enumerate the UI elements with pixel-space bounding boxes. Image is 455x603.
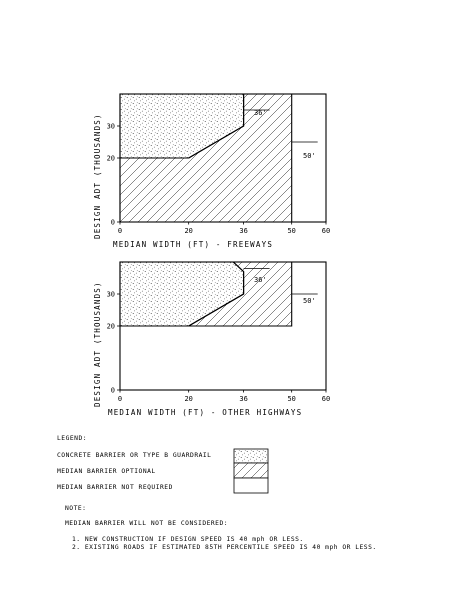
legend-swatch-hatch <box>233 462 269 479</box>
y-axis-title-other-highways: DESIGN ADT (THOUSANDS) <box>93 281 102 407</box>
chart-freeways-y-ticks: 0 20 30 <box>107 123 120 227</box>
note-item-2: 2. EXISTING ROADS IF ESTIMATED 85TH PERC… <box>72 544 377 551</box>
y-tick-label-0-other-highways: 0 <box>111 387 115 395</box>
region-boundary-hatch-freeways <box>119 93 293 223</box>
legend-swatch-dots <box>233 448 269 464</box>
annotation-50-freeways: 50' <box>303 152 316 160</box>
x-axis-title-freeways: MEDIAN WIDTH (FT) - FREEWAYS <box>113 240 273 249</box>
y-tick-label-20-freeways: 20 <box>107 155 115 163</box>
y-tick-label-30-freeways: 30 <box>107 123 115 131</box>
y-axis-title-freeways: DESIGN ADT (THOUSANDS) <box>93 113 102 239</box>
legend-label-barrier-not-required: MEDIAN BARRIER NOT REQUIRED <box>57 484 173 491</box>
x-tick-label-50-other-highways: 50 <box>287 395 295 403</box>
x-tick-label-60-freeways: 60 <box>322 227 330 235</box>
region-none-freeways <box>291 94 326 222</box>
region-dots-other-highways <box>120 262 244 326</box>
note-intro: MEDIAN BARRIER WILL NOT BE CONSIDERED: <box>65 520 228 527</box>
chart-freeways: 0 20 36 50 60 0 20 30 36' 50' MEDIAN WIDTH (FT… <box>93 93 330 249</box>
region-hatch-freeways <box>120 94 292 222</box>
y-tick-label-20-other-highways: 20 <box>107 323 115 331</box>
note-item-1: 1. NEW CONSTRUCTION IF DESIGN SPEED IS 4… <box>72 536 304 543</box>
region-dots-freeways <box>120 94 244 158</box>
legend-swatch-blank <box>233 477 269 494</box>
note-block: NOTE: MEDIAN BARRIER WILL NOT BE CONSIDE… <box>65 505 377 551</box>
x-tick-label-20-other-highways: 20 <box>184 395 192 403</box>
legend-label-barrier-optional: MEDIAN BARRIER OPTIONAL <box>57 468 156 475</box>
x-tick-label-50-freeways: 50 <box>287 227 295 235</box>
region-boundary-hatch-other-highways <box>186 261 293 327</box>
annotation-36-other-highways: 36' <box>254 276 267 284</box>
x-tick-label-36-freeways: 36 <box>239 227 247 235</box>
chart-other-highways-y-ticks: 0 20 30 <box>107 291 120 395</box>
chart-other-highways: 0 20 36 50 60 0 20 30 36' 50' MEDIAN WIDTH (FT… <box>93 261 330 417</box>
x-tick-label-0-other-highways: 0 <box>118 395 122 403</box>
legend: LEGEND: CONCRETE BARRIER OR TYPE B GUARD… <box>57 435 269 494</box>
annotation-36-freeways: 36' <box>254 109 267 117</box>
x-tick-label-0-freeways: 0 <box>118 227 122 235</box>
chart-other-highways-x-ticks: 0 20 36 50 60 <box>118 390 330 403</box>
x-tick-label-60-other-highways: 60 <box>322 395 330 403</box>
legend-label-concrete-barrier: CONCRETE BARRIER OR TYPE B GUARDRAIL <box>57 452 211 459</box>
legend-title: LEGEND: <box>57 435 87 442</box>
x-tick-label-36-other-highways: 36 <box>239 395 247 403</box>
chart-freeways-annotation-lines <box>243 109 318 143</box>
y-tick-label-30-other-highways: 30 <box>107 291 115 299</box>
region-hatch-other-highways <box>188 262 292 326</box>
annotation-50-other-highways: 50' <box>303 297 316 305</box>
x-tick-label-20-freeways: 20 <box>184 227 192 235</box>
chart-other-highways-annotation-lines <box>243 268 318 295</box>
x-axis-title-other-highways: MEDIAN WIDTH (FT) - OTHER HIGHWAYS <box>108 408 302 417</box>
chart-freeways-x-ticks: 0 20 36 50 60 <box>118 222 330 235</box>
note-title: NOTE: <box>65 505 86 512</box>
y-tick-label-0-freeways: 0 <box>111 219 115 227</box>
chart-freeways-regions <box>120 94 326 222</box>
